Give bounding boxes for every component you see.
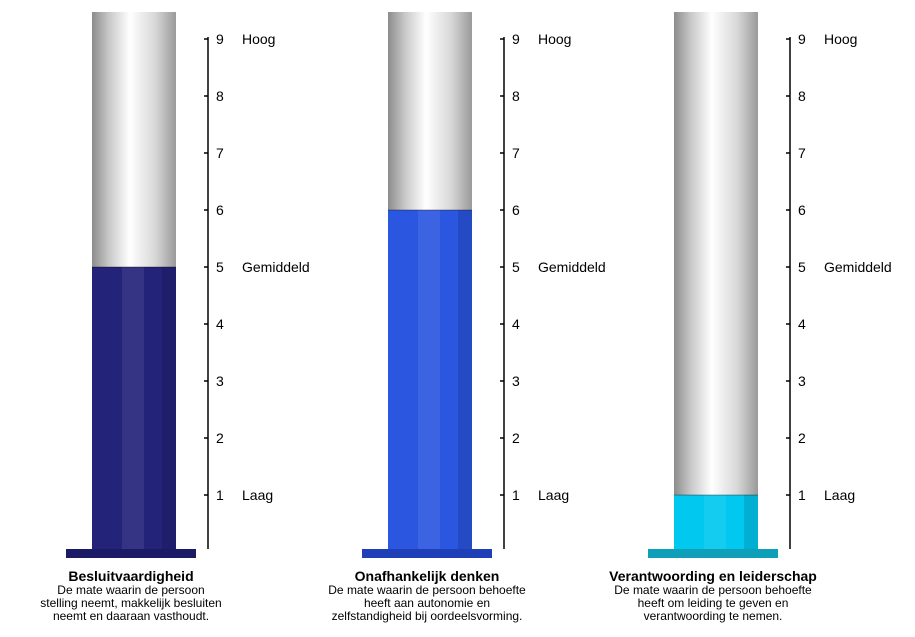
y-tick-label: 9 [512, 31, 520, 47]
level-label: Hoog [824, 31, 857, 47]
gauge-description-line: neemt en daaraan vasthoudt. [52, 609, 210, 623]
bar-shade [744, 495, 758, 549]
y-tick-label: 6 [512, 202, 520, 218]
gauge-svg: 1 2 3 4 5 6 7 8 9 Hoog Gemiddeld Laag [66, 12, 310, 558]
bar-shade [162, 267, 176, 549]
y-tick-label: 2 [512, 430, 520, 446]
y-tick-label: 1 [798, 487, 806, 503]
y-tick-label: 1 [512, 487, 520, 503]
y-tick-label: 4 [798, 316, 806, 332]
bar-highlight [418, 210, 440, 549]
y-tick-label: 1 [216, 487, 224, 503]
gauge-title: Verantwoording en leiderschap [609, 568, 817, 584]
y-tick-label: 2 [798, 430, 806, 446]
y-tick-label: 7 [798, 145, 806, 161]
y-tick-label: 2 [216, 430, 224, 446]
gauge-description-line: verantwoording te nemen. [643, 609, 783, 623]
y-tick-label: 6 [216, 202, 224, 218]
y-tick-label: 8 [798, 88, 806, 104]
y-tick-label: 8 [216, 88, 224, 104]
level-label: Laag [824, 487, 855, 503]
y-tick-label: 4 [216, 316, 224, 332]
y-tick-label: 3 [216, 373, 224, 389]
gauge-description-line: zelfstandigheid bij oordeelsvorming. [331, 609, 523, 623]
y-tick-label: 5 [512, 259, 520, 275]
level-label: Gemiddeld [538, 259, 606, 275]
gauge-caption: Verantwoording en leiderschap De mate waa… [583, 568, 843, 623]
y-tick-label: 4 [512, 316, 520, 332]
gauge-caption: Besluitvaardigheid De mate waarin de pers… [1, 568, 261, 623]
gauge-svg: 1 2 3 4 5 6 7 8 9 Hoog Gemiddeld Laag [362, 12, 606, 558]
bar-highlight [704, 495, 726, 549]
gauge-3: 1 2 3 4 5 6 7 8 9 Hoog Gemiddeld Laag Verantwoording… [609, 0, 915, 637]
gauge-svg: 1 2 3 4 5 6 7 8 9 Hoog Gemiddeld Laag [648, 12, 892, 558]
gauge-caption: Onafhankelijk denken De mate waarin de pe… [297, 568, 557, 623]
y-tick-label: 3 [512, 373, 520, 389]
gauge-description-line: De mate waarin de persoon [57, 583, 205, 597]
level-label: Laag [242, 487, 273, 503]
gauge-description-line: De mate waarin de persoon behoefte [614, 583, 812, 597]
gauge-2: 1 2 3 4 5 6 7 8 9 Hoog Gemiddeld Laag Onafhankelijk … [328, 0, 662, 637]
y-tick-label: 3 [798, 373, 806, 389]
gauge-description-line: heeft aan autonomie en [363, 596, 491, 610]
gauge-tube [674, 12, 758, 549]
level-label: Hoog [538, 31, 571, 47]
bar [92, 267, 176, 549]
y-tick-label: 9 [216, 31, 224, 47]
gauge-description-line: heeft om leiding te geven en [637, 596, 789, 610]
gauge-description-line: De mate waarin de persoon behoefte [328, 583, 526, 597]
level-label: Gemiddeld [242, 259, 310, 275]
bar [674, 495, 758, 549]
gauge-title: Besluitvaardigheid [68, 568, 194, 584]
gauge-base [66, 549, 196, 558]
y-tick-label: 8 [512, 88, 520, 104]
y-tick-label: 5 [798, 259, 806, 275]
gauge-base [648, 549, 778, 558]
gauge-description-line: stelling neemt, makkelijk besluiten [40, 596, 222, 610]
bar-highlight [122, 267, 144, 549]
bar [388, 210, 472, 549]
y-tick-label: 9 [798, 31, 806, 47]
level-label: Gemiddeld [824, 259, 892, 275]
level-label: Hoog [242, 31, 275, 47]
y-tick-label: 7 [512, 145, 520, 161]
gauge-1: 1 2 3 4 5 6 7 8 9 Hoog Gemiddeld Laag Besluitvaardig… [40, 0, 366, 637]
level-label: Laag [538, 487, 569, 503]
gauge-title: Onafhankelijk denken [354, 568, 500, 584]
gauge-base [362, 549, 492, 558]
y-tick-label: 7 [216, 145, 224, 161]
y-tick-label: 6 [798, 202, 806, 218]
y-tick-label: 5 [216, 259, 224, 275]
bar-shade [458, 210, 472, 549]
